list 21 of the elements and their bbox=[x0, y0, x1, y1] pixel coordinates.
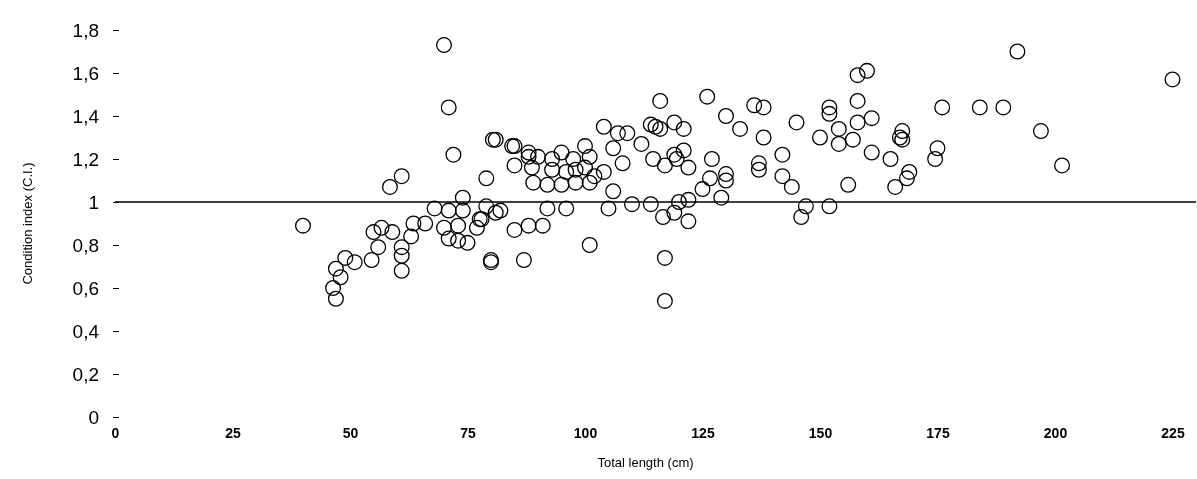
y-tick-label: 0,2 bbox=[72, 363, 99, 385]
x-tick-label: 100 bbox=[573, 424, 598, 441]
y-axis-title: Condition index (C.I.) bbox=[20, 162, 35, 285]
x-tick-label: 50 bbox=[342, 424, 359, 441]
x-tick-label: 200 bbox=[1043, 424, 1068, 441]
x-axis-title: Total length (cm) bbox=[597, 455, 694, 470]
y-tick-label: 0,6 bbox=[72, 277, 99, 299]
y-tick-label: 0,8 bbox=[72, 234, 99, 256]
y-tick-label: 1,6 bbox=[72, 62, 99, 84]
y-tick-label: 1,4 bbox=[72, 105, 100, 127]
x-tick-label: 175 bbox=[926, 424, 950, 441]
x-tick-label: 0 bbox=[111, 424, 120, 441]
x-tick-label: 150 bbox=[808, 424, 833, 441]
x-tick-label: 25 bbox=[225, 424, 241, 441]
y-tick-label: 0,4 bbox=[72, 320, 100, 342]
x-tick-label: 225 bbox=[1161, 424, 1185, 441]
y-tick-label: 1 bbox=[88, 191, 99, 213]
x-tick-label: 125 bbox=[691, 424, 715, 441]
x-tick-label: 75 bbox=[460, 424, 476, 441]
y-tick-label: 1,8 bbox=[72, 19, 99, 41]
y-tick-label: 1,2 bbox=[72, 148, 99, 170]
